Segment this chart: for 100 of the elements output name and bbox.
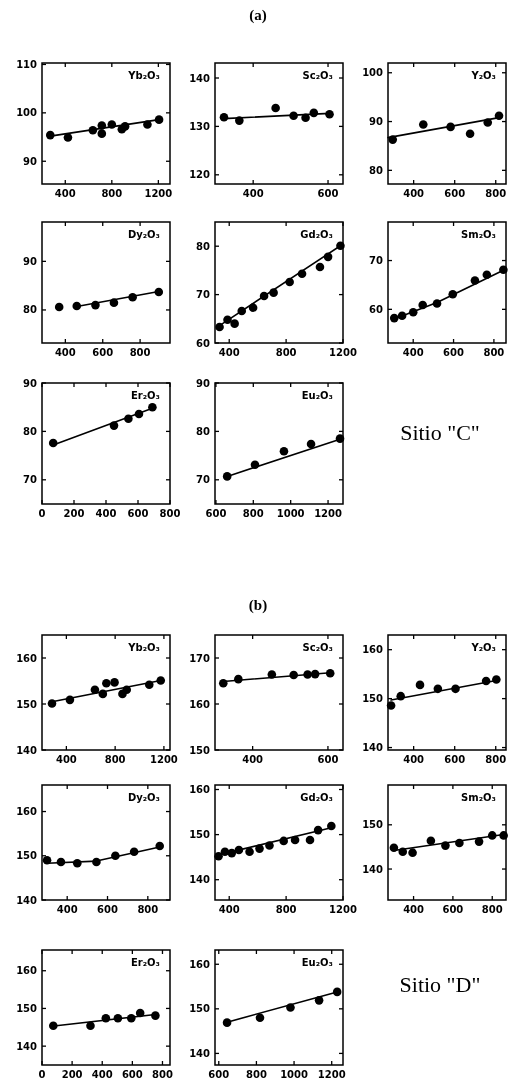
y-tick-label: 140 (362, 863, 384, 875)
y-tick-label: 60 (369, 303, 384, 315)
point (408, 848, 417, 857)
y-tick-label: 140 (189, 874, 211, 886)
point (122, 685, 132, 695)
point (143, 120, 152, 129)
point (313, 825, 323, 835)
point (396, 691, 406, 701)
point (418, 300, 427, 310)
y-tick-label: 160 (362, 644, 384, 656)
point (470, 276, 480, 285)
point (91, 300, 100, 310)
x-tick-label: 600 (205, 508, 227, 519)
x-tick-label: 600 (443, 347, 465, 358)
point (97, 129, 107, 138)
x-tick-label: 600 (444, 754, 466, 765)
point (255, 844, 264, 853)
point (314, 996, 324, 1005)
point (487, 831, 497, 840)
point (271, 103, 280, 113)
y-tick-label: 150 (362, 819, 384, 831)
point (245, 847, 254, 857)
y-tick-label: 150 (16, 698, 38, 710)
point (218, 679, 228, 688)
point (446, 122, 455, 132)
point (408, 307, 418, 317)
y-tick-label: 160 (189, 958, 211, 970)
point (310, 669, 320, 679)
point (56, 857, 66, 867)
y-tick-label: 150 (189, 744, 211, 756)
point (220, 847, 230, 857)
x-tick-label: 800 (242, 508, 264, 519)
x-tick-label: 400 (402, 347, 424, 358)
point (332, 987, 342, 997)
point (325, 668, 335, 678)
y-tick-label: 160 (16, 965, 38, 977)
y-tick-label: 130 (189, 120, 211, 132)
y-tick-label: 140 (16, 1040, 38, 1052)
x-tick-label: 400 (54, 347, 76, 358)
text: Y₂O₃ (470, 70, 496, 81)
text: Yb₂O₃ (127, 642, 160, 653)
point (286, 1003, 295, 1012)
point (54, 302, 64, 312)
y-tick-label: 60 (196, 337, 211, 349)
point (499, 831, 508, 840)
x-tick-label: 800 (129, 347, 151, 358)
text: Sc₂O₃ (302, 70, 333, 81)
point (267, 670, 277, 679)
y-tick-label: 90 (23, 377, 38, 389)
y-tick-label: 80 (196, 425, 211, 437)
x-tick-label: 800 (104, 754, 126, 765)
point (234, 674, 243, 684)
point (492, 675, 501, 684)
text: Er₂O₃ (130, 390, 160, 401)
point (389, 313, 399, 323)
point (301, 113, 310, 122)
point (124, 414, 133, 424)
x-tick-label: 400 (403, 904, 425, 915)
point (388, 135, 398, 144)
point (279, 836, 288, 846)
point (148, 402, 157, 412)
y-tick-label: 150 (16, 1002, 38, 1014)
point (134, 409, 144, 419)
point (465, 129, 475, 139)
point (128, 293, 137, 302)
x-tick-label: 1200 (144, 188, 173, 199)
x-tick-label: 800 (481, 904, 503, 915)
x-tick-label: 600 (121, 1069, 143, 1080)
point (305, 835, 315, 845)
text: Gd₂O₃ (300, 792, 333, 803)
y-tick-label: 160 (16, 652, 38, 664)
point (474, 837, 484, 846)
x-tick-label: 400 (56, 904, 78, 915)
point (227, 848, 237, 858)
point (127, 1013, 136, 1023)
x-tick-label: 400 (242, 754, 264, 765)
point (248, 303, 258, 312)
y-tick-label: 140 (16, 744, 38, 756)
y-tick-label: 150 (362, 693, 384, 705)
y-tick-label: 170 (189, 652, 211, 664)
point (92, 857, 101, 867)
point (398, 847, 408, 857)
y-tick-label: 110 (16, 58, 38, 70)
point (42, 855, 52, 865)
point (109, 421, 119, 430)
point (129, 847, 139, 857)
x-tick-label: 1200 (149, 754, 178, 765)
point (111, 851, 120, 861)
point (441, 841, 450, 850)
text: Sm₂O₃ (461, 229, 496, 240)
point (327, 821, 336, 831)
point (419, 120, 428, 129)
point (285, 277, 294, 287)
point (432, 299, 442, 308)
y-tick-label: 120 (189, 169, 211, 181)
x-tick-label: 600 (97, 904, 118, 915)
point (222, 1018, 232, 1027)
point (45, 130, 55, 140)
point (309, 108, 319, 118)
y-tick-label: 140 (189, 1047, 211, 1059)
